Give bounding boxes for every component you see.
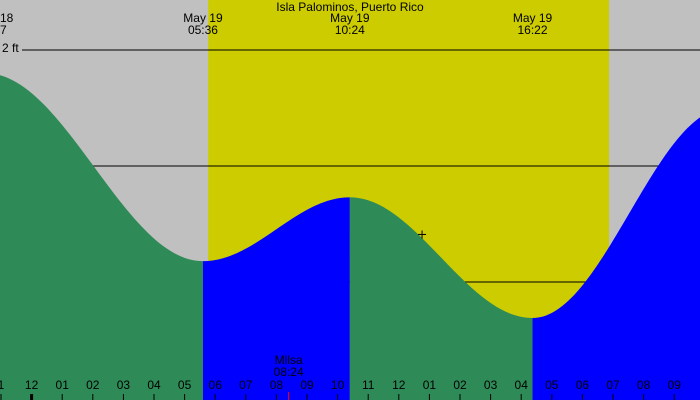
x-tick-label: 03 xyxy=(117,378,131,392)
tide-segment xyxy=(349,197,533,400)
extreme-time: 05:36 xyxy=(188,23,218,37)
x-tick-label: 11 xyxy=(362,378,375,392)
chart-title: Isla Palominos, Puerto Rico xyxy=(276,0,424,14)
extreme-date: May 19 xyxy=(183,11,223,25)
x-tick-label: 12 xyxy=(392,378,406,392)
x-tick-label: 02 xyxy=(86,378,100,392)
extreme-date: 18 xyxy=(0,11,14,25)
extreme-time: 7 xyxy=(0,23,7,37)
event-time: 08:24 xyxy=(274,365,304,379)
extreme-time: 16:22 xyxy=(518,23,548,37)
x-tick-label: 08 xyxy=(637,378,651,392)
x-tick-label: 09 xyxy=(300,378,314,392)
x-tick-label: 01 xyxy=(423,378,437,392)
x-tick-label: 1 xyxy=(0,378,5,392)
y-tick-label: 2 ft xyxy=(2,41,19,55)
x-tick-label: 06 xyxy=(209,378,223,392)
current-marker xyxy=(418,230,427,239)
x-tick-label: 07 xyxy=(606,378,620,392)
x-tick-label: 02 xyxy=(453,378,467,392)
x-tick-label: 10 xyxy=(331,378,345,392)
tide-segment xyxy=(532,117,700,400)
extreme-time: 10:24 xyxy=(335,23,365,37)
x-tick-label: 06 xyxy=(576,378,590,392)
x-tick-label: 04 xyxy=(147,378,161,392)
x-tick-label: 05 xyxy=(545,378,559,392)
x-tick-label: 04 xyxy=(515,378,529,392)
x-tick-label: 08 xyxy=(270,378,284,392)
x-tick-label: 01 xyxy=(56,378,70,392)
x-tick-label: 03 xyxy=(484,378,498,392)
extreme-date: May 19 xyxy=(330,11,370,25)
x-tick-label: 07 xyxy=(239,378,253,392)
x-tick-label: 05 xyxy=(178,378,192,392)
x-tick-label: 12 xyxy=(25,378,39,392)
event-name: Mllsa xyxy=(275,353,303,367)
x-tick-label: 09 xyxy=(668,378,682,392)
extreme-date: May 19 xyxy=(513,11,553,25)
tide-segment xyxy=(202,197,350,400)
tide-segment xyxy=(0,75,203,400)
